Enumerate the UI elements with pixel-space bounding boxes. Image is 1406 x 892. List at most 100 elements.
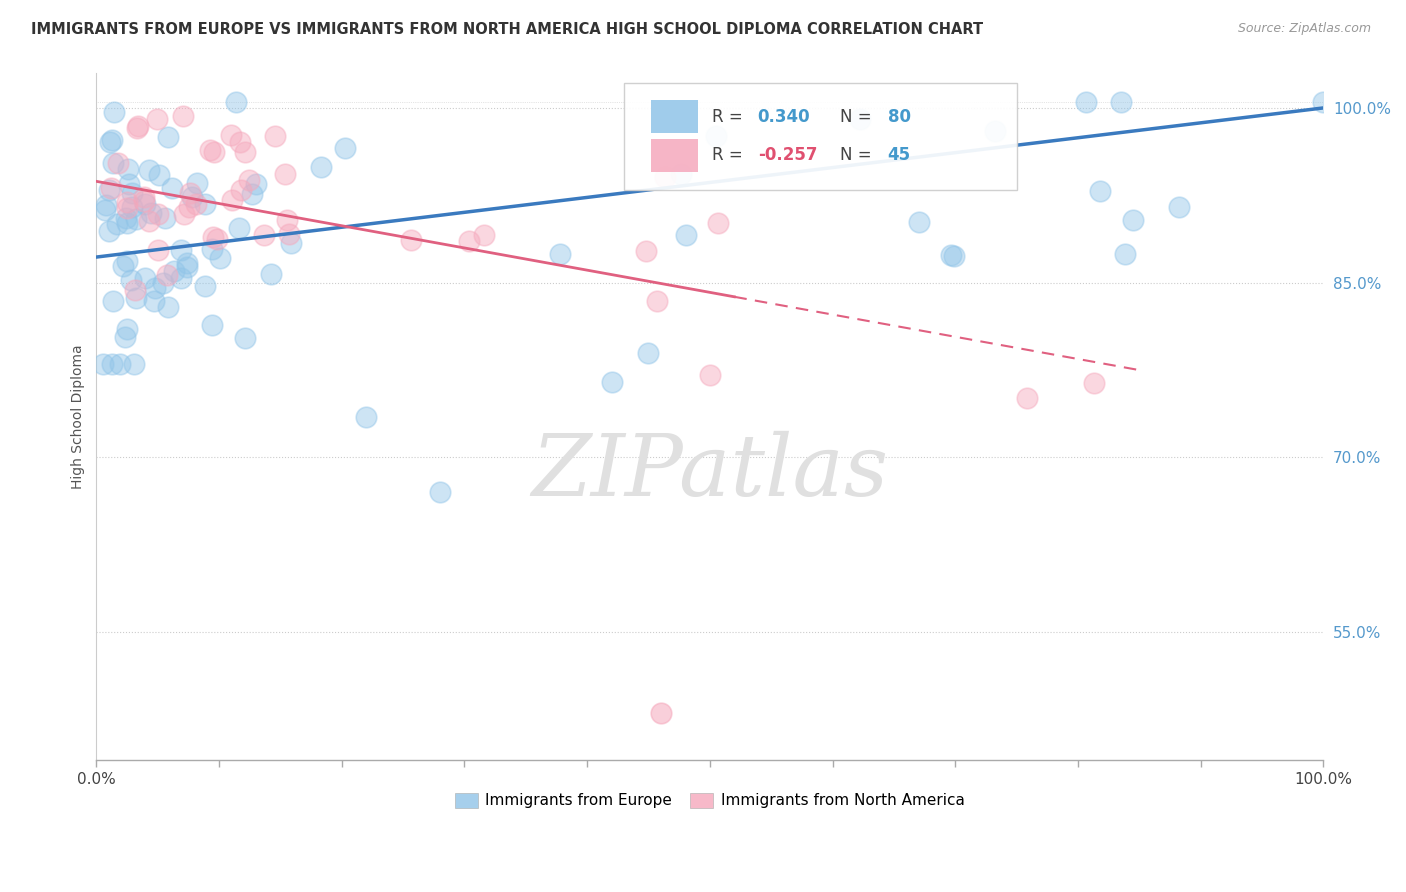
Point [1312,95,1334,109]
Point [650,706,672,720]
Point [97,224,120,238]
Point [170,270,193,285]
Point [1015,391,1038,405]
Point [138,214,160,228]
Point [238,173,260,187]
Point [401,233,423,247]
Point [121,200,143,214]
Point [634,244,657,258]
Text: N =: N = [839,108,877,126]
Point [194,197,217,211]
Point [654,169,676,184]
Legend: Immigrants from Europe, Immigrants from North America: Immigrants from Europe, Immigrants from … [449,787,972,814]
Point [124,283,146,297]
Point [91,357,114,371]
Point [115,253,138,268]
Point [153,211,176,226]
Point [115,202,138,216]
Point [172,109,194,123]
Point [202,145,225,159]
Y-axis label: High School Diploma: High School Diploma [72,344,86,489]
Point [1083,376,1105,390]
Point [233,330,256,344]
Point [201,230,224,244]
Text: 0.340: 0.340 [758,108,810,126]
Point [228,220,250,235]
Text: 45: 45 [887,146,911,164]
Point [907,214,929,228]
Point [472,227,495,242]
Point [115,216,138,230]
Point [233,145,256,160]
Point [201,242,224,256]
Point [107,218,129,232]
Point [107,156,129,170]
Point [277,227,299,242]
Point [276,213,298,227]
Point [138,162,160,177]
Text: ZIPatlas: ZIPatlas [531,430,889,513]
Point [127,120,149,134]
Point [245,178,267,192]
Point [170,243,193,257]
Point [309,160,332,174]
Point [704,128,727,143]
Point [100,132,122,146]
Point [120,273,142,287]
Point [179,200,201,214]
Point [155,268,177,282]
Point [125,211,148,226]
Point [637,345,659,359]
Point [201,318,224,333]
Point [157,300,180,314]
Point [98,135,121,149]
Text: N =: N = [839,146,877,164]
Point [156,129,179,144]
Point [117,177,139,191]
Point [152,276,174,290]
Point [198,143,221,157]
Point [98,183,121,197]
Point [112,259,135,273]
Point [194,279,217,293]
Point [148,207,170,221]
Point [229,136,252,150]
Point [1122,212,1144,227]
Point [179,186,201,200]
Point [429,485,451,500]
Point [103,104,125,119]
Point [176,256,198,270]
Point [984,124,1007,138]
Point [600,375,623,389]
Point [356,409,378,424]
Point [162,263,184,277]
Point [146,243,169,257]
Text: R =: R = [713,146,748,164]
Point [225,95,247,109]
Point [1167,200,1189,214]
Text: 80: 80 [887,108,911,126]
FancyBboxPatch shape [624,83,1017,190]
Point [134,270,156,285]
Point [259,267,281,281]
Point [219,128,242,143]
Point [132,189,155,203]
Text: R =: R = [713,108,748,126]
Point [103,294,125,309]
Point [115,195,138,210]
Point [707,216,730,230]
Point [148,168,170,182]
Point [173,207,195,221]
Point [176,260,198,275]
Point [134,197,156,211]
Point [101,357,124,371]
Point [134,194,156,209]
Point [240,187,263,202]
Point [231,183,253,197]
Text: Source: ZipAtlas.com: Source: ZipAtlas.com [1237,22,1371,36]
Point [221,193,243,207]
Point [333,141,356,155]
Point [94,197,117,211]
Text: -0.257: -0.257 [758,146,817,164]
Point [208,252,231,266]
